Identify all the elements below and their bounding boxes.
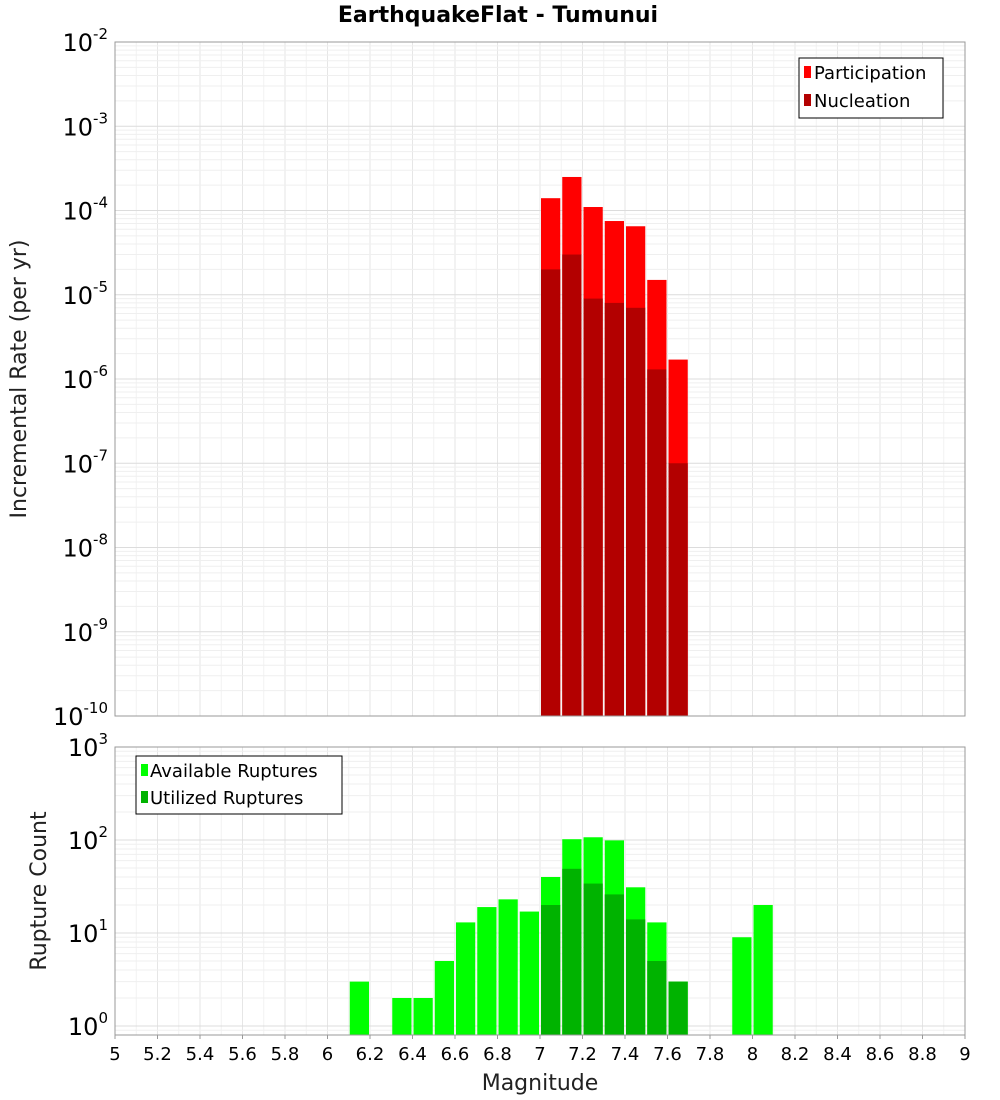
available-ruptures-bar bbox=[477, 907, 497, 1035]
top-y-tick-label: 10-5 bbox=[62, 278, 108, 310]
top-y-axis-label: Incremental Rate (per yr) bbox=[7, 240, 32, 519]
available-ruptures-bar bbox=[434, 960, 454, 1035]
x-tick-label: 6.6 bbox=[441, 1044, 470, 1065]
x-tick-label: 5.6 bbox=[228, 1044, 257, 1065]
utilized-ruptures-bar bbox=[541, 904, 561, 1035]
x-axis-label: Magnitude bbox=[482, 1071, 599, 1096]
x-tick-label: 5.2 bbox=[143, 1044, 172, 1065]
top-y-ticks: 10-2 10-3 10-4 10-5 10-6 10-7 10-8 10-9 10-10 bbox=[53, 25, 108, 731]
x-tick-label: 7.8 bbox=[696, 1044, 725, 1065]
utilized-ruptures-bar bbox=[668, 981, 688, 1035]
top-legend: Participation Nucleation bbox=[798, 57, 944, 119]
available-ruptures-bar bbox=[519, 911, 539, 1035]
available-legend-label: Available Ruptures bbox=[150, 761, 318, 782]
top-y-tick-label: 10-7 bbox=[62, 446, 108, 478]
bottom-panel: 103 102 101 100 5 5.2 5.4 5.6 5.8 6 6.2 6.4 6.6 6.8 7… bbox=[27, 730, 971, 1096]
utilized-ruptures-bar bbox=[647, 960, 667, 1035]
nucleation-bar bbox=[583, 298, 603, 716]
top-legend-box bbox=[798, 57, 944, 119]
available-legend-swatch bbox=[141, 764, 148, 776]
available-ruptures-bar bbox=[498, 899, 518, 1035]
top-y-tick-label: 10-2 bbox=[62, 25, 108, 57]
utilized-ruptures-bar bbox=[604, 894, 624, 1035]
x-tick-label: 7 bbox=[534, 1044, 545, 1065]
participation-legend-label: Participation bbox=[814, 63, 926, 84]
bottom-bars bbox=[349, 837, 773, 1035]
x-tick-label: 6.4 bbox=[398, 1044, 427, 1065]
bottom-y-axis-label: Rupture Count bbox=[27, 811, 52, 971]
utilized-legend-label: Utilized Ruptures bbox=[150, 788, 303, 809]
available-ruptures-bar bbox=[413, 997, 433, 1035]
bottom-y-tick-label: 103 bbox=[68, 730, 108, 762]
nucleation-bar bbox=[668, 463, 688, 716]
x-tick-label: 8.4 bbox=[823, 1044, 852, 1065]
x-tick-label: 5.8 bbox=[271, 1044, 300, 1065]
nucleation-bar bbox=[647, 369, 667, 716]
available-ruptures-bar bbox=[753, 904, 773, 1035]
nucleation-legend-swatch bbox=[804, 94, 811, 106]
available-ruptures-bar bbox=[732, 937, 752, 1035]
utilized-ruptures-bar bbox=[626, 919, 646, 1035]
x-tick-label: 9 bbox=[959, 1044, 970, 1065]
bottom-y-ticks: 103 102 101 100 bbox=[68, 730, 108, 1041]
available-ruptures-bar bbox=[392, 997, 412, 1035]
x-tick-label: 6 bbox=[322, 1044, 333, 1065]
top-y-tick-label: 10-3 bbox=[62, 109, 108, 141]
bottom-y-tick-label: 101 bbox=[68, 916, 108, 948]
top-y-tick-label: 10-4 bbox=[62, 194, 108, 226]
nucleation-bar bbox=[604, 302, 624, 716]
top-plot-frame bbox=[114, 41, 966, 717]
x-tick-label: 6.8 bbox=[483, 1044, 512, 1065]
nucleation-bar bbox=[541, 269, 561, 716]
participation-legend-swatch bbox=[804, 66, 811, 78]
x-tick-label: 8 bbox=[747, 1044, 758, 1065]
x-tick-label: 5.4 bbox=[186, 1044, 215, 1065]
chart-title: EarthquakeFlat - Tumunui bbox=[338, 3, 658, 28]
utilized-legend-swatch bbox=[141, 791, 148, 803]
top-panel: 10-2 10-3 10-4 10-5 10-6 10-7 10-8 10-9 10-10 In… bbox=[7, 25, 966, 731]
available-ruptures-bar bbox=[456, 922, 476, 1035]
nucleation-bar bbox=[562, 254, 582, 716]
bottom-legend: Available Ruptures Utilized Ruptures bbox=[135, 755, 343, 815]
top-y-tick-label: 10-8 bbox=[62, 531, 108, 563]
top-grid bbox=[114, 41, 966, 717]
x-ticks: 5 5.2 5.4 5.6 5.8 6 6.2 6.4 6.6 6.8 7 7.2 7.4 7.6 7.8 8… bbox=[109, 1035, 971, 1065]
top-y-tick-label: 10-10 bbox=[53, 699, 108, 731]
x-tick-label: 6.2 bbox=[356, 1044, 385, 1065]
x-tick-label: 8.6 bbox=[866, 1044, 895, 1065]
top-bars bbox=[541, 176, 688, 716]
available-ruptures-bar bbox=[349, 981, 369, 1035]
utilized-ruptures-bar bbox=[562, 868, 582, 1035]
x-tick-label: 8.8 bbox=[908, 1044, 937, 1065]
x-tick-label: 7.4 bbox=[611, 1044, 640, 1065]
x-tick-label: 5 bbox=[109, 1044, 120, 1065]
x-tick-label: 8.2 bbox=[781, 1044, 810, 1065]
bottom-y-tick-label: 100 bbox=[68, 1009, 108, 1041]
utilized-ruptures-bar bbox=[583, 883, 603, 1035]
nucleation-bar bbox=[626, 307, 646, 716]
nucleation-legend-label: Nucleation bbox=[814, 91, 910, 112]
top-y-tick-label: 10-9 bbox=[62, 615, 108, 647]
bottom-y-tick-label: 102 bbox=[68, 823, 108, 855]
x-tick-label: 7.2 bbox=[568, 1044, 597, 1065]
x-tick-label: 7.6 bbox=[653, 1044, 682, 1065]
top-y-tick-label: 10-6 bbox=[62, 362, 108, 394]
bottom-legend-box bbox=[135, 755, 343, 815]
